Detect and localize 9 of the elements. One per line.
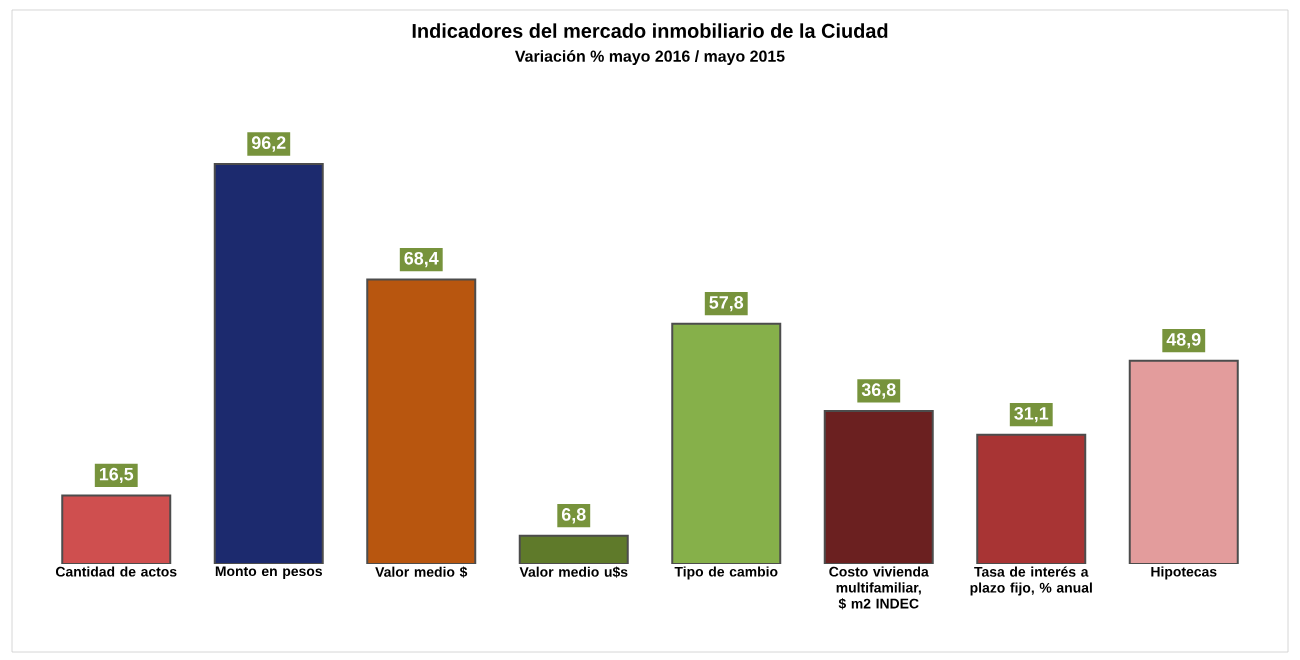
- data-label: 57,8: [709, 296, 744, 312]
- data-label: 68,4: [404, 251, 439, 268]
- data-label: 48,9: [1166, 333, 1201, 349]
- data-label: 6,8: [561, 508, 586, 524]
- data-label: 96,2: [251, 136, 286, 152]
- data-label: 36,8: [861, 383, 896, 399]
- data-label: 16,5: [99, 467, 134, 484]
- chart-title: Indicadores del mercado inmobiliario de la Ciudad: [412, 23, 888, 38]
- data-label: 31,1: [1014, 407, 1049, 423]
